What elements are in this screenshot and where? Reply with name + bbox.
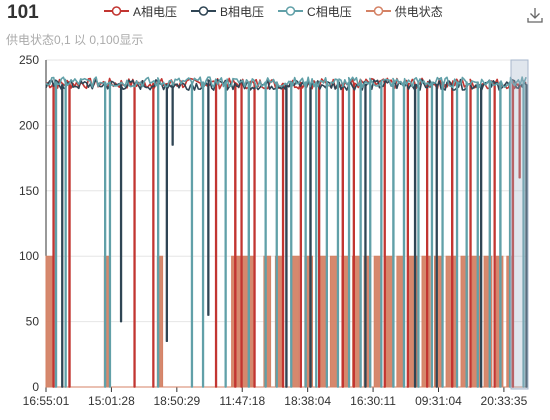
legend-item[interactable]: A相电压 (104, 3, 177, 20)
x-tick-label: 20:33:35 (481, 394, 528, 408)
chart-title: 101 (7, 2, 39, 23)
download-icon[interactable] (526, 6, 544, 24)
legend-label: 供电状态 (394, 4, 443, 19)
x-tick-label: 16:55:01 (23, 394, 70, 408)
x-tick-label: 16:30:11 (350, 394, 396, 408)
legend: A相电压 B相电压 C相电压 供电状态 (104, 3, 457, 19)
zoom-slider (510, 59, 529, 390)
legend-label: A相电压 (133, 4, 178, 19)
y-tick-label: 200 (19, 118, 39, 132)
x-tick-label: 09:31:04 (415, 394, 462, 408)
series-line-a (45, 77, 527, 388)
legend-marker-icon (191, 6, 217, 16)
x-tick-label: 15:01:28 (88, 394, 135, 408)
legend-item[interactable]: B相电压 (191, 3, 264, 20)
y-tick-label: 0 (32, 380, 39, 394)
legend-item[interactable]: 供电状态 (365, 3, 443, 20)
legend-label: C相电压 (307, 4, 352, 19)
legend-label: B相电压 (220, 4, 265, 19)
x-tick-label: 18:38:04 (284, 394, 331, 408)
x-tick-label: 11:47:18 (219, 394, 265, 408)
y-tick-label: 100 (19, 249, 39, 263)
legend-item[interactable]: C相电压 (278, 3, 352, 20)
y-tick-label: 150 (19, 184, 39, 198)
legend-marker-icon (104, 6, 129, 16)
series-line-c (45, 76, 527, 388)
y-tick-label: 50 (26, 315, 40, 329)
y-tick-label: 250 (19, 53, 39, 67)
legend-marker-icon (278, 6, 304, 16)
legend-marker-icon (365, 6, 391, 16)
chart-subtitle: 供电状态0,1 以 0,100显示 (6, 33, 144, 47)
x-tick-label: 18:50:29 (153, 394, 200, 408)
